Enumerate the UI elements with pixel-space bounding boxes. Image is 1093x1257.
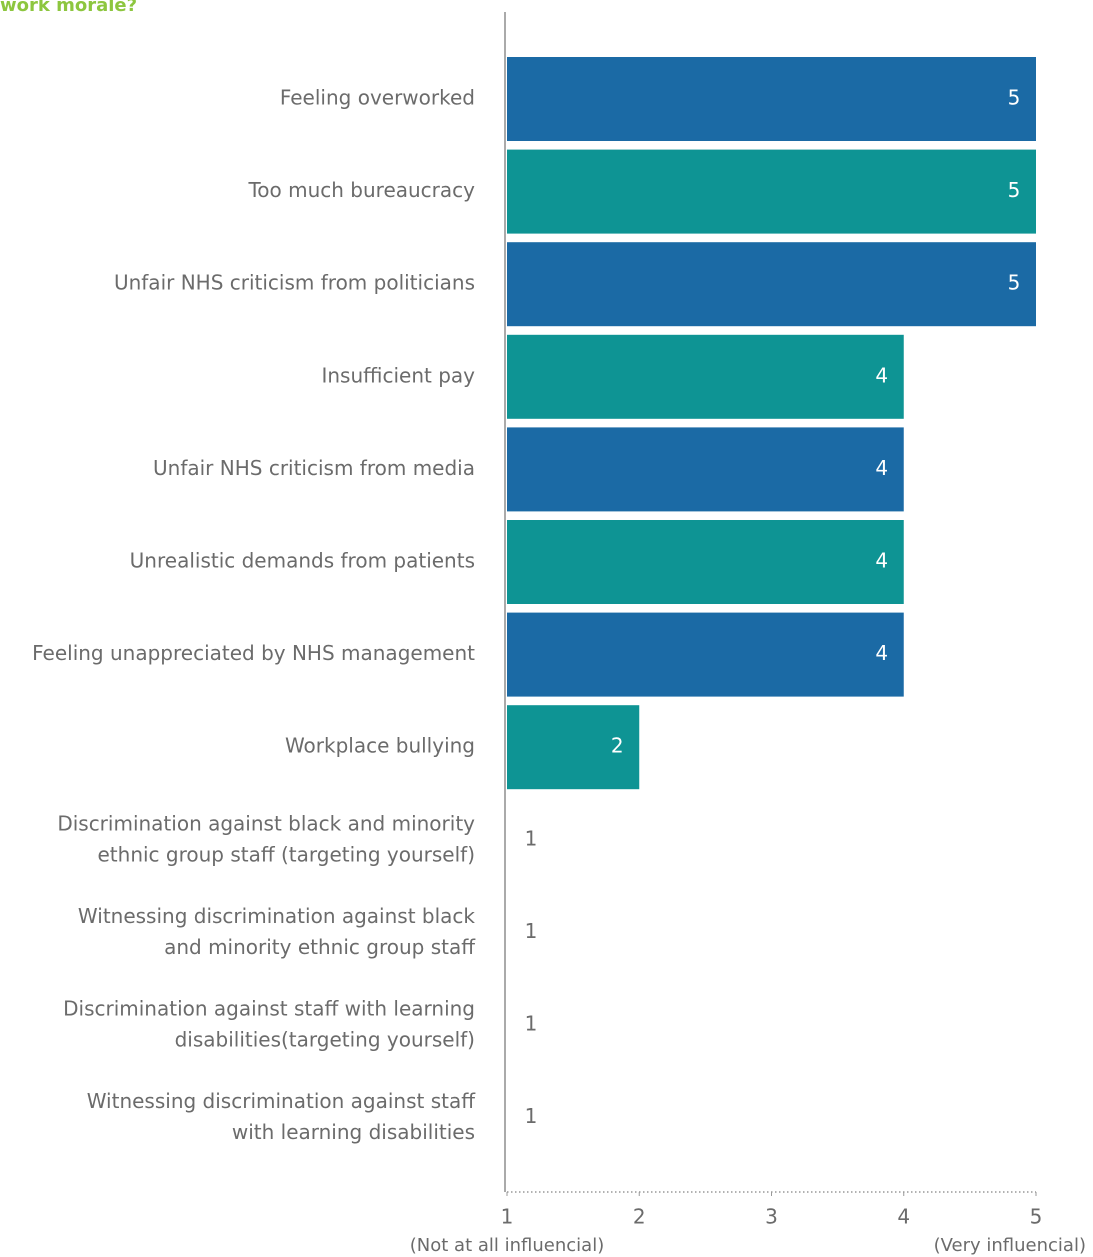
category-label: Insufficient pay xyxy=(321,363,475,387)
data-label: 1 xyxy=(525,1104,538,1128)
bar xyxy=(507,57,1036,141)
x-tick-label: 5 xyxy=(1030,1205,1043,1229)
category-label: Workplace bullying xyxy=(285,734,475,758)
category-label: Witnessing discrimination against staff w… xyxy=(87,1089,477,1144)
x-tick-label: 2 xyxy=(633,1205,646,1229)
category-label: Unrealistic demands from patients xyxy=(130,549,475,573)
x-axis-note: (Very influencial) xyxy=(934,1235,1086,1256)
x-tick-label: 4 xyxy=(897,1205,910,1229)
bar xyxy=(507,149,1036,234)
data-label: 1 xyxy=(525,826,538,850)
category-label: Feeling unappreciated by NHS management xyxy=(32,641,475,665)
data-label: 1 xyxy=(525,919,538,943)
category-label: Feeling overworked xyxy=(280,86,475,110)
data-label: 4 xyxy=(875,363,888,387)
bar xyxy=(507,334,904,419)
x-tick-label: 1 xyxy=(501,1205,514,1229)
data-label: 5 xyxy=(1008,86,1021,110)
x-tick-label: 3 xyxy=(765,1205,778,1229)
bar xyxy=(507,427,904,512)
data-label: 4 xyxy=(875,641,888,665)
bar xyxy=(507,520,904,604)
category-label: Discrimination against black and minorit… xyxy=(57,811,475,866)
chart-title: work morale? xyxy=(0,0,137,16)
category-label: Too much bureaucracy xyxy=(247,178,475,202)
category-label: Unfair NHS criticism from media xyxy=(153,456,475,480)
category-label: Witnessing discrimination against black a… xyxy=(78,903,476,958)
data-label: 2 xyxy=(611,734,624,758)
bar xyxy=(507,242,1036,327)
bar xyxy=(507,612,904,697)
category-label: Discrimination against staff with learni… xyxy=(63,996,475,1051)
data-label: 5 xyxy=(1008,271,1021,295)
x-axis-note: (Not at all influencial) xyxy=(410,1235,604,1256)
data-label: 1 xyxy=(525,1012,538,1036)
bar xyxy=(507,705,640,790)
category-label: Unfair NHS criticism from politicians xyxy=(114,271,475,295)
data-label: 4 xyxy=(875,549,888,573)
data-label: 5 xyxy=(1008,178,1021,202)
data-label: 4 xyxy=(875,456,888,480)
